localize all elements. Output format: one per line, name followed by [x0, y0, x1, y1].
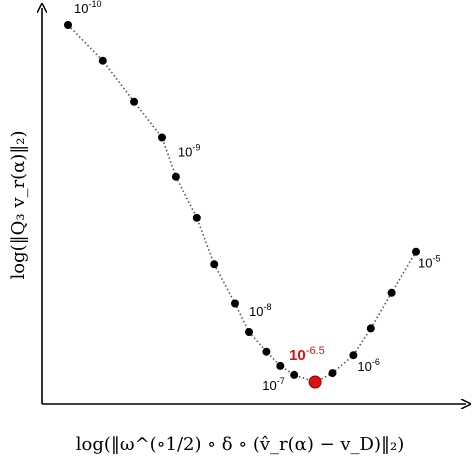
- annotation-layer: 10-10 10-9 10-8 10-7 10-6.5 10-6 10-5: [74, 0, 440, 393]
- annotation-label: 10-9: [178, 143, 200, 160]
- x-axis-label: log(‖ω^(∘1/2) ∘ δ ∘ (v̂_r(α) − v_D)‖₂): [76, 434, 405, 455]
- data-point: [130, 97, 139, 106]
- data-point: [328, 369, 337, 378]
- data-point: [158, 133, 166, 142]
- highlight-point: [308, 375, 322, 389]
- annotation-label: 10-7: [262, 376, 284, 393]
- data-point: [290, 370, 299, 379]
- data-point: [245, 328, 253, 336]
- data-point: [210, 260, 219, 269]
- data-point: [262, 347, 271, 356]
- data-point: [64, 21, 72, 29]
- annotation-label: 10-8: [249, 302, 271, 319]
- data-point: [171, 172, 180, 181]
- data-point: [366, 324, 375, 333]
- data-point: [98, 56, 107, 65]
- data-point: [231, 299, 239, 308]
- data-point: [192, 213, 201, 222]
- annotation-label-highlight: 10-6.5: [289, 345, 325, 364]
- annotation-label: 10-6: [357, 357, 379, 374]
- series-layer: [64, 21, 420, 389]
- data-point: [387, 288, 396, 297]
- annotation-label: 10-10: [74, 0, 101, 16]
- series-line: [67, 24, 417, 383]
- y-axis-label: log(‖Q₃ v_r(α)‖₂): [8, 130, 29, 279]
- data-point: [349, 351, 358, 360]
- data-point: [412, 247, 420, 256]
- data-point: [276, 361, 285, 370]
- annotation-label: 10-5: [418, 254, 440, 271]
